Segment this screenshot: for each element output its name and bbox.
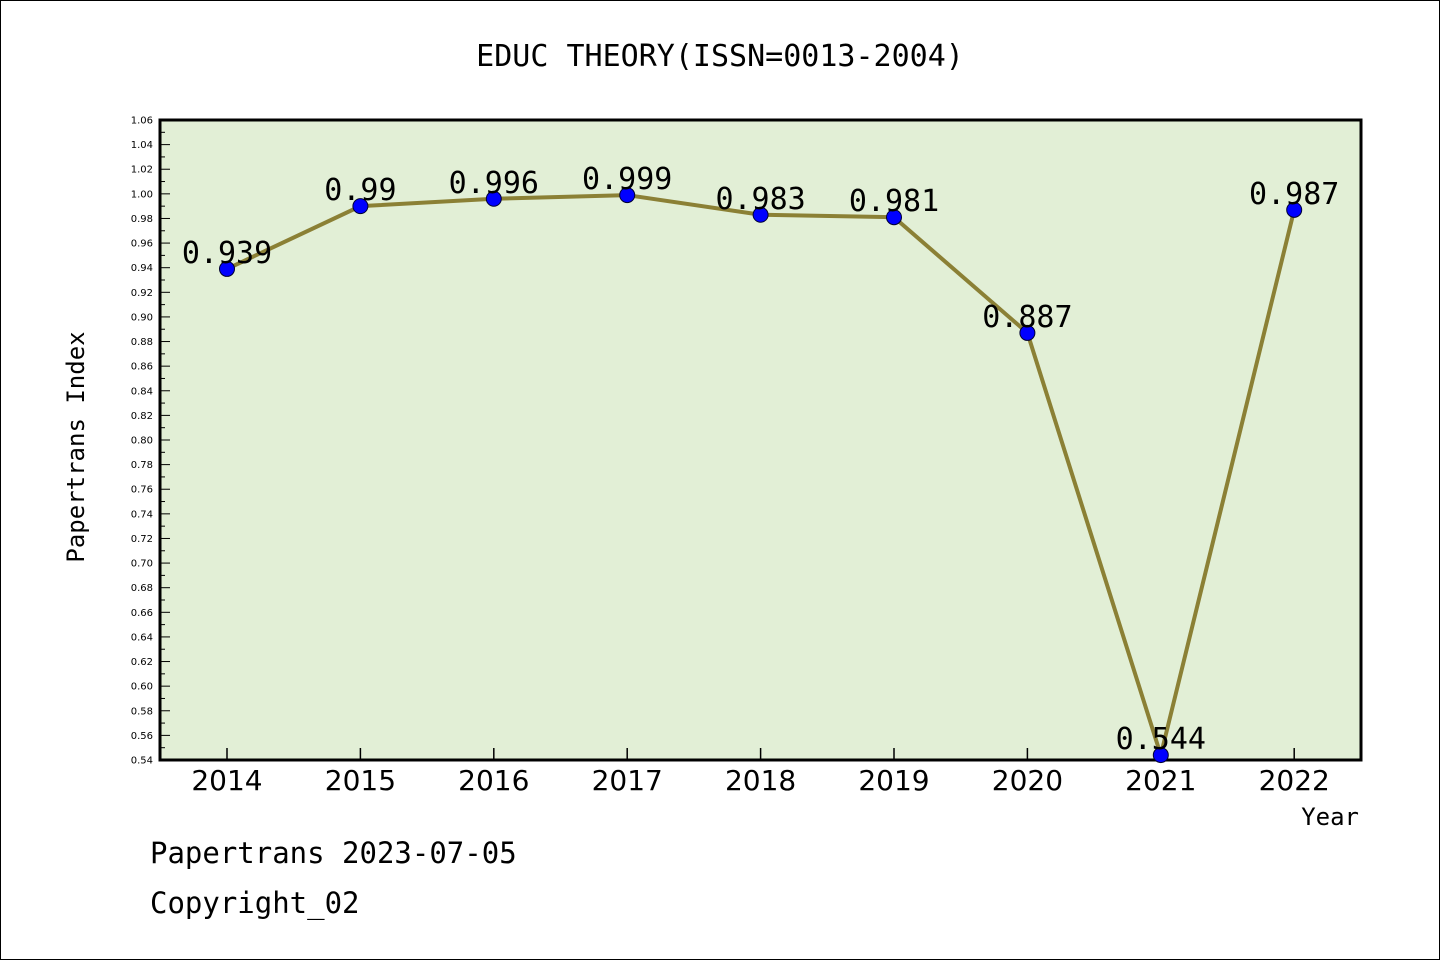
- y-tick-label: 0.60: [131, 682, 153, 693]
- data-point: [219, 260, 235, 277]
- y-axis-label: Papertrans Index: [62, 331, 90, 562]
- y-tick-label: 0.76: [131, 485, 153, 496]
- x-tick-label: 2015: [325, 764, 396, 797]
- y-tick-label: 0.94: [131, 263, 153, 274]
- data-point: [619, 187, 636, 204]
- x-tick-label: 2022: [1259, 764, 1330, 797]
- x-tick-label: 2016: [458, 764, 529, 797]
- y-tick-label: 0.80: [131, 436, 153, 447]
- data-markers: [219, 187, 1303, 764]
- y-tick-label: 0.88: [131, 337, 153, 348]
- y-tick-label: 0.64: [131, 632, 153, 643]
- x-tick-label: 2019: [858, 764, 929, 797]
- y-tick-label: 0.54: [131, 756, 153, 767]
- x-tick-label: 2021: [1125, 764, 1196, 797]
- x-tick-label: 2014: [191, 764, 262, 797]
- y-tick-label: 0.92: [131, 288, 153, 299]
- footer-date: Papertrans 2023-07-05: [150, 836, 517, 870]
- data-point: [752, 206, 769, 223]
- data-label: 0.987: [1249, 177, 1339, 212]
- y-tick-label: 0.78: [131, 460, 153, 471]
- y-tick-label: 1.02: [131, 165, 153, 176]
- y-tick-label: 1.06: [131, 116, 153, 127]
- data-label: 0.544: [1116, 722, 1206, 757]
- y-tick-label: 0.70: [131, 559, 153, 570]
- y-tick-label: 0.96: [131, 239, 153, 250]
- x-axis-label: Year: [1301, 803, 1359, 831]
- data-point: [485, 190, 502, 207]
- x-axis: 2014 2015 2016 2017 2018 2019 2020 2021 2022: [191, 748, 1330, 797]
- data-label: 0.939: [182, 236, 272, 271]
- plot-area: [158, 118, 1363, 762]
- y-tick-label: 0.58: [131, 706, 153, 717]
- data-point: [1019, 324, 1036, 341]
- y-tick-label: 0.62: [131, 657, 153, 668]
- x-tick-label: 2020: [992, 764, 1063, 797]
- y-tick-label: 0.84: [131, 386, 153, 397]
- data-label: 0.887: [982, 300, 1072, 335]
- y-axis: 0.54 0.56 0.58 0.60 0.62 0.64 0.66 0.68 0.70 0.72…: [131, 116, 170, 767]
- y-tick-label: 0.56: [131, 731, 153, 742]
- data-point: [886, 209, 902, 226]
- x-tick-label: 2017: [592, 764, 663, 797]
- y-tick-label: 0.90: [131, 312, 153, 323]
- y-tick-label: 0.68: [131, 583, 153, 594]
- y-tick-label: 0.74: [131, 509, 153, 520]
- y-tick-label: 0.66: [131, 608, 153, 619]
- data-label: 0.996: [449, 166, 539, 201]
- data-point: [1152, 747, 1169, 764]
- data-labels: 0.939 0.99 0.996 0.999 0.983 0.981 0.887 0.544 0…: [182, 162, 1340, 757]
- data-label: 0.981: [849, 184, 939, 219]
- footer-copyright: Copyright_02: [150, 886, 360, 920]
- y-tick-label: 1.00: [131, 189, 153, 200]
- data-point: [352, 198, 369, 215]
- y-tick-label: 0.82: [131, 411, 153, 422]
- y-tick-label: 1.04: [131, 140, 153, 151]
- data-point: [1286, 201, 1303, 218]
- y-tick-label: 0.86: [131, 362, 153, 373]
- y-tick-label: 0.72: [131, 534, 153, 545]
- y-tick-label: 0.98: [131, 214, 153, 225]
- data-label: 0.99: [324, 173, 396, 208]
- data-label: 0.999: [582, 162, 672, 197]
- x-tick-label: 2018: [725, 764, 796, 797]
- data-label: 0.983: [715, 182, 805, 217]
- chart-title: EDUC THEORY(ISSN=0013-2004): [476, 39, 964, 74]
